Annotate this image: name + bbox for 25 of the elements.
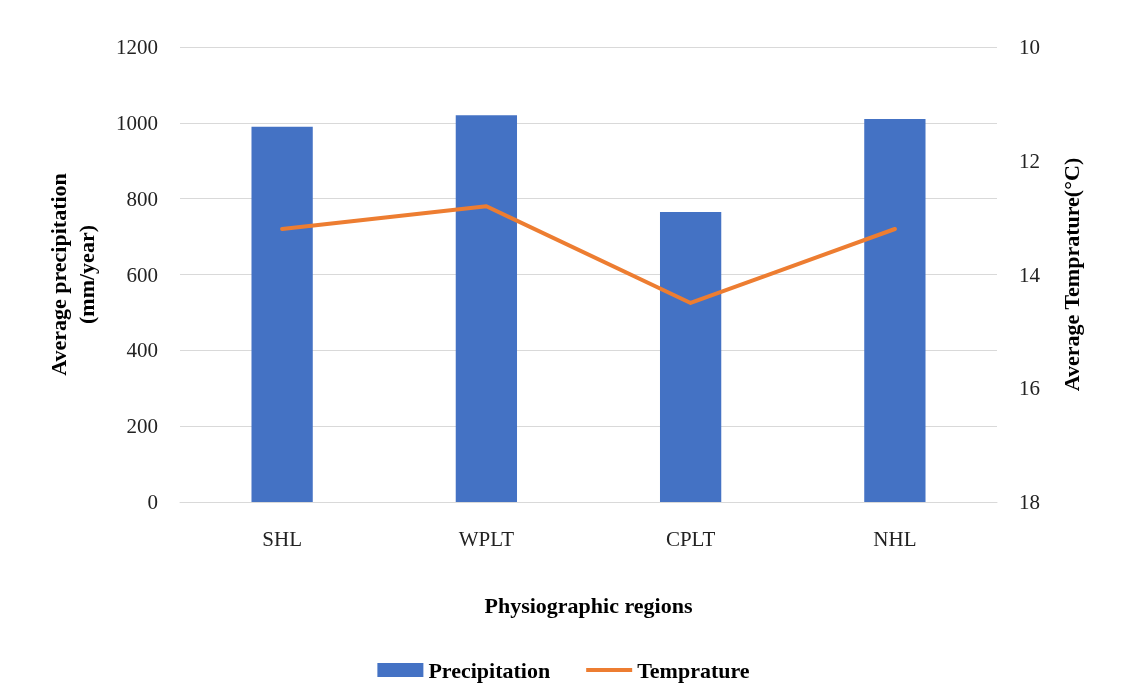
bar (659, 211, 722, 502)
x-tick-label: SHL (262, 526, 302, 551)
y-tick-label: 400 (126, 338, 158, 363)
x-axis-title: Physiographic regions (484, 592, 693, 618)
bar (455, 115, 518, 502)
y2-tick-label: 12 (1019, 148, 1040, 173)
x-tick-label: WPLT (458, 526, 515, 551)
bar (251, 126, 313, 502)
y-tick-label: 0 (147, 490, 158, 514)
y2-axis-title: Average Temprature(°C) (1058, 157, 1084, 392)
x-tick-label: CPLT (665, 526, 716, 551)
y-tick-label: 800 (126, 186, 158, 211)
y2-tick-label: 10 (1019, 35, 1040, 59)
legend-label: Precipitation (428, 657, 551, 683)
y-tick-label: 1000 (116, 110, 158, 135)
y-tick-label: 600 (126, 262, 158, 287)
y2-tick-label: 14 (1019, 262, 1041, 287)
y-tick-label: 1200 (116, 35, 158, 59)
y-tick-label: 200 (126, 414, 158, 439)
x-tick-label: NHL (873, 526, 917, 551)
y2-tick-label: 18 (1019, 490, 1040, 514)
y2-tick-label: 16 (1019, 376, 1040, 401)
y-axis-title: Average precipitation (mm/year) (45, 173, 99, 376)
legend-label: Temprature (637, 657, 750, 683)
bar (864, 119, 926, 502)
